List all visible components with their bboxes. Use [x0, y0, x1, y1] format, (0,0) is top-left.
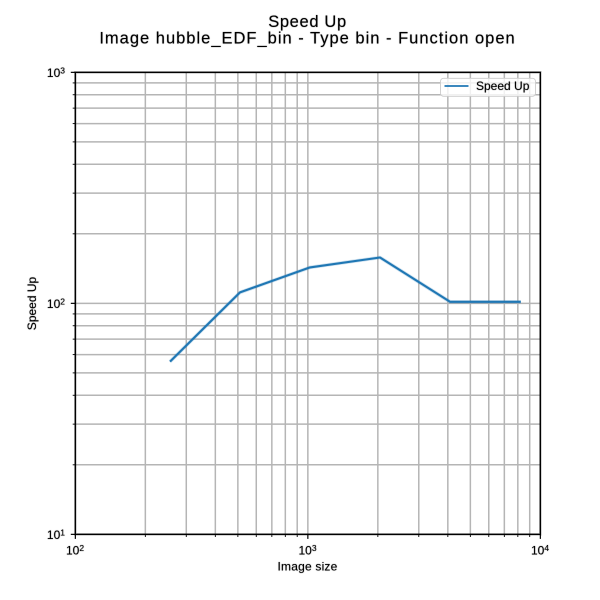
svg-text:Speed Up: Speed Up	[25, 276, 39, 330]
svg-text:Speed Up: Speed Up	[476, 79, 530, 93]
svg-text:Image hubble_EDF_bin - Type bi: Image hubble_EDF_bin - Type bin - Functi…	[99, 30, 515, 48]
svg-text:Speed Up: Speed Up	[268, 13, 347, 31]
svg-text:Image size: Image size	[277, 560, 337, 574]
